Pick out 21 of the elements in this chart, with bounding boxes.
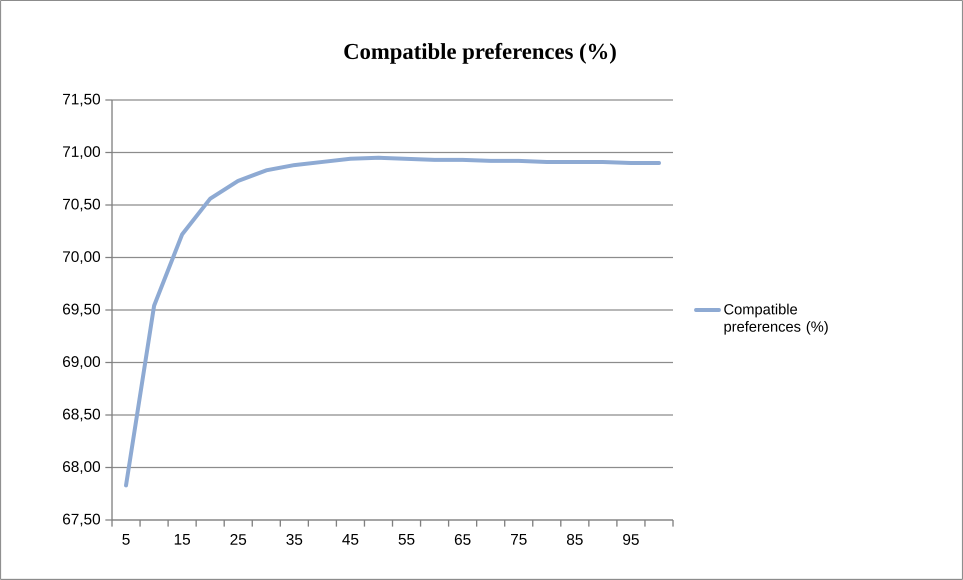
x-tick-label: 65 (454, 534, 471, 545)
y-tick-label: 69,00 (63, 356, 100, 369)
y-tick-label: 68,50 (63, 408, 100, 422)
x-tick-label: 45 (342, 534, 358, 545)
x-tick-label: 5 (122, 534, 130, 545)
x-tick-label: 15 (174, 534, 190, 545)
y-tick-label: 71,50 (63, 94, 100, 106)
x-tick-label: 85 (566, 534, 583, 545)
y-tick-label: 71,00 (63, 146, 100, 159)
x-tick-label: 55 (398, 534, 414, 545)
chart-title: Compatible preferences (%) (344, 42, 616, 64)
y-tick-label: 67,50 (63, 514, 100, 526)
legend-label: Compatible preferences (%) (724, 304, 828, 335)
x-tick-label: 25 (230, 534, 246, 545)
y-tick-label: 68,00 (63, 461, 100, 474)
y-tick-label: 70,50 (63, 198, 100, 212)
x-tick-label: 95 (623, 534, 639, 545)
y-tick-label: 69,50 (63, 304, 100, 316)
x-tick-label: 35 (286, 534, 302, 545)
x-tick-label: 75 (510, 534, 527, 545)
y-tick-label: 70,00 (63, 251, 100, 264)
